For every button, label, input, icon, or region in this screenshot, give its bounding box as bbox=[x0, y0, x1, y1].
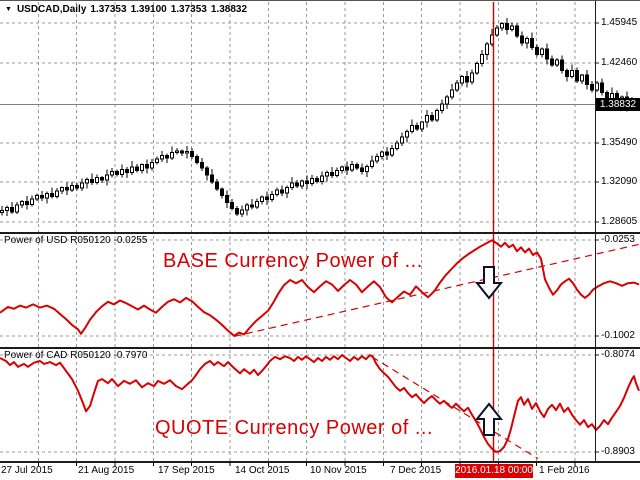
cad-power-line-trendline[interactable] bbox=[371, 356, 539, 460]
time-axis-label: 10 Nov 2015 bbox=[310, 465, 367, 476]
axis-tick-label: -0.8903 bbox=[601, 446, 635, 457]
selected-date-badge: 2016.01.18 00:00 bbox=[455, 464, 533, 478]
axis-tick-label: 1.28605 bbox=[601, 216, 638, 228]
time-axis-label: 1 Feb 2016 bbox=[539, 465, 590, 476]
quote-currency-annotation: QUOTE Currency Power of ... bbox=[155, 417, 434, 439]
time-axis-label: 21 Aug 2015 bbox=[78, 465, 135, 476]
time-axis-label: 7 Dec 2015 bbox=[390, 465, 442, 476]
axis-tick-label: 1.32090 bbox=[601, 176, 638, 188]
base-currency-annotation: BASE Currency Power of ... bbox=[163, 250, 423, 272]
axis-tick-label: -0.1002 bbox=[601, 330, 635, 342]
axis-tick-label: -0.8074 bbox=[601, 349, 635, 360]
candlestick-series bbox=[0, 18, 639, 218]
indicator-cad-name: Power of CAD R050120 bbox=[4, 350, 111, 361]
axis-tick-label: -0.0253 bbox=[601, 234, 635, 245]
window-separators bbox=[0, 1, 640, 463]
down-arrow-icon[interactable] bbox=[474, 266, 504, 300]
indicator-usd-name: Power of USD R050120 bbox=[4, 235, 111, 246]
up-arrow-icon[interactable] bbox=[474, 402, 504, 436]
ohlc-open: 1.37353 bbox=[90, 4, 127, 15]
indicator-cad-value: -0.7970 bbox=[113, 350, 148, 361]
time-axis-label: 17 Sep 2015 bbox=[158, 465, 215, 476]
chart-title: ▼ USDCAD,Daily 1.37353 1.39100 1.37353 1.3883… bbox=[5, 4, 251, 15]
indicator-cad-label: Power of CAD R050120 -0.7970 bbox=[4, 350, 147, 361]
axis-tick-label: 1.45945 bbox=[601, 17, 638, 28]
axis-tick-label: 1.42460 bbox=[601, 57, 638, 68]
ohlc-high: 1.39100 bbox=[130, 4, 167, 15]
indicator-usd-label: Power of USD R050120 -0.0255 bbox=[4, 235, 147, 246]
indicator-usd-value: -0.0255 bbox=[113, 235, 148, 246]
time-axis-label: 14 Oct 2015 bbox=[235, 465, 290, 476]
usd-power-line bbox=[0, 239, 640, 337]
symbol-dropdown-icon[interactable]: ▼ bbox=[5, 6, 12, 13]
symbol-period-label: USDCAD,Daily bbox=[16, 4, 87, 15]
usd-power-line-trendline[interactable] bbox=[233, 243, 640, 337]
ohlc-low: 1.37353 bbox=[170, 4, 207, 15]
time-axis-label: 27 Jul 2015 bbox=[1, 465, 53, 476]
ohlc-close: 1.38832 bbox=[210, 4, 248, 15]
axis-tick-label: 1.35490 bbox=[601, 137, 638, 148]
current-price-badge: 1.38832 bbox=[596, 98, 640, 111]
cad-power-line bbox=[0, 354, 640, 453]
